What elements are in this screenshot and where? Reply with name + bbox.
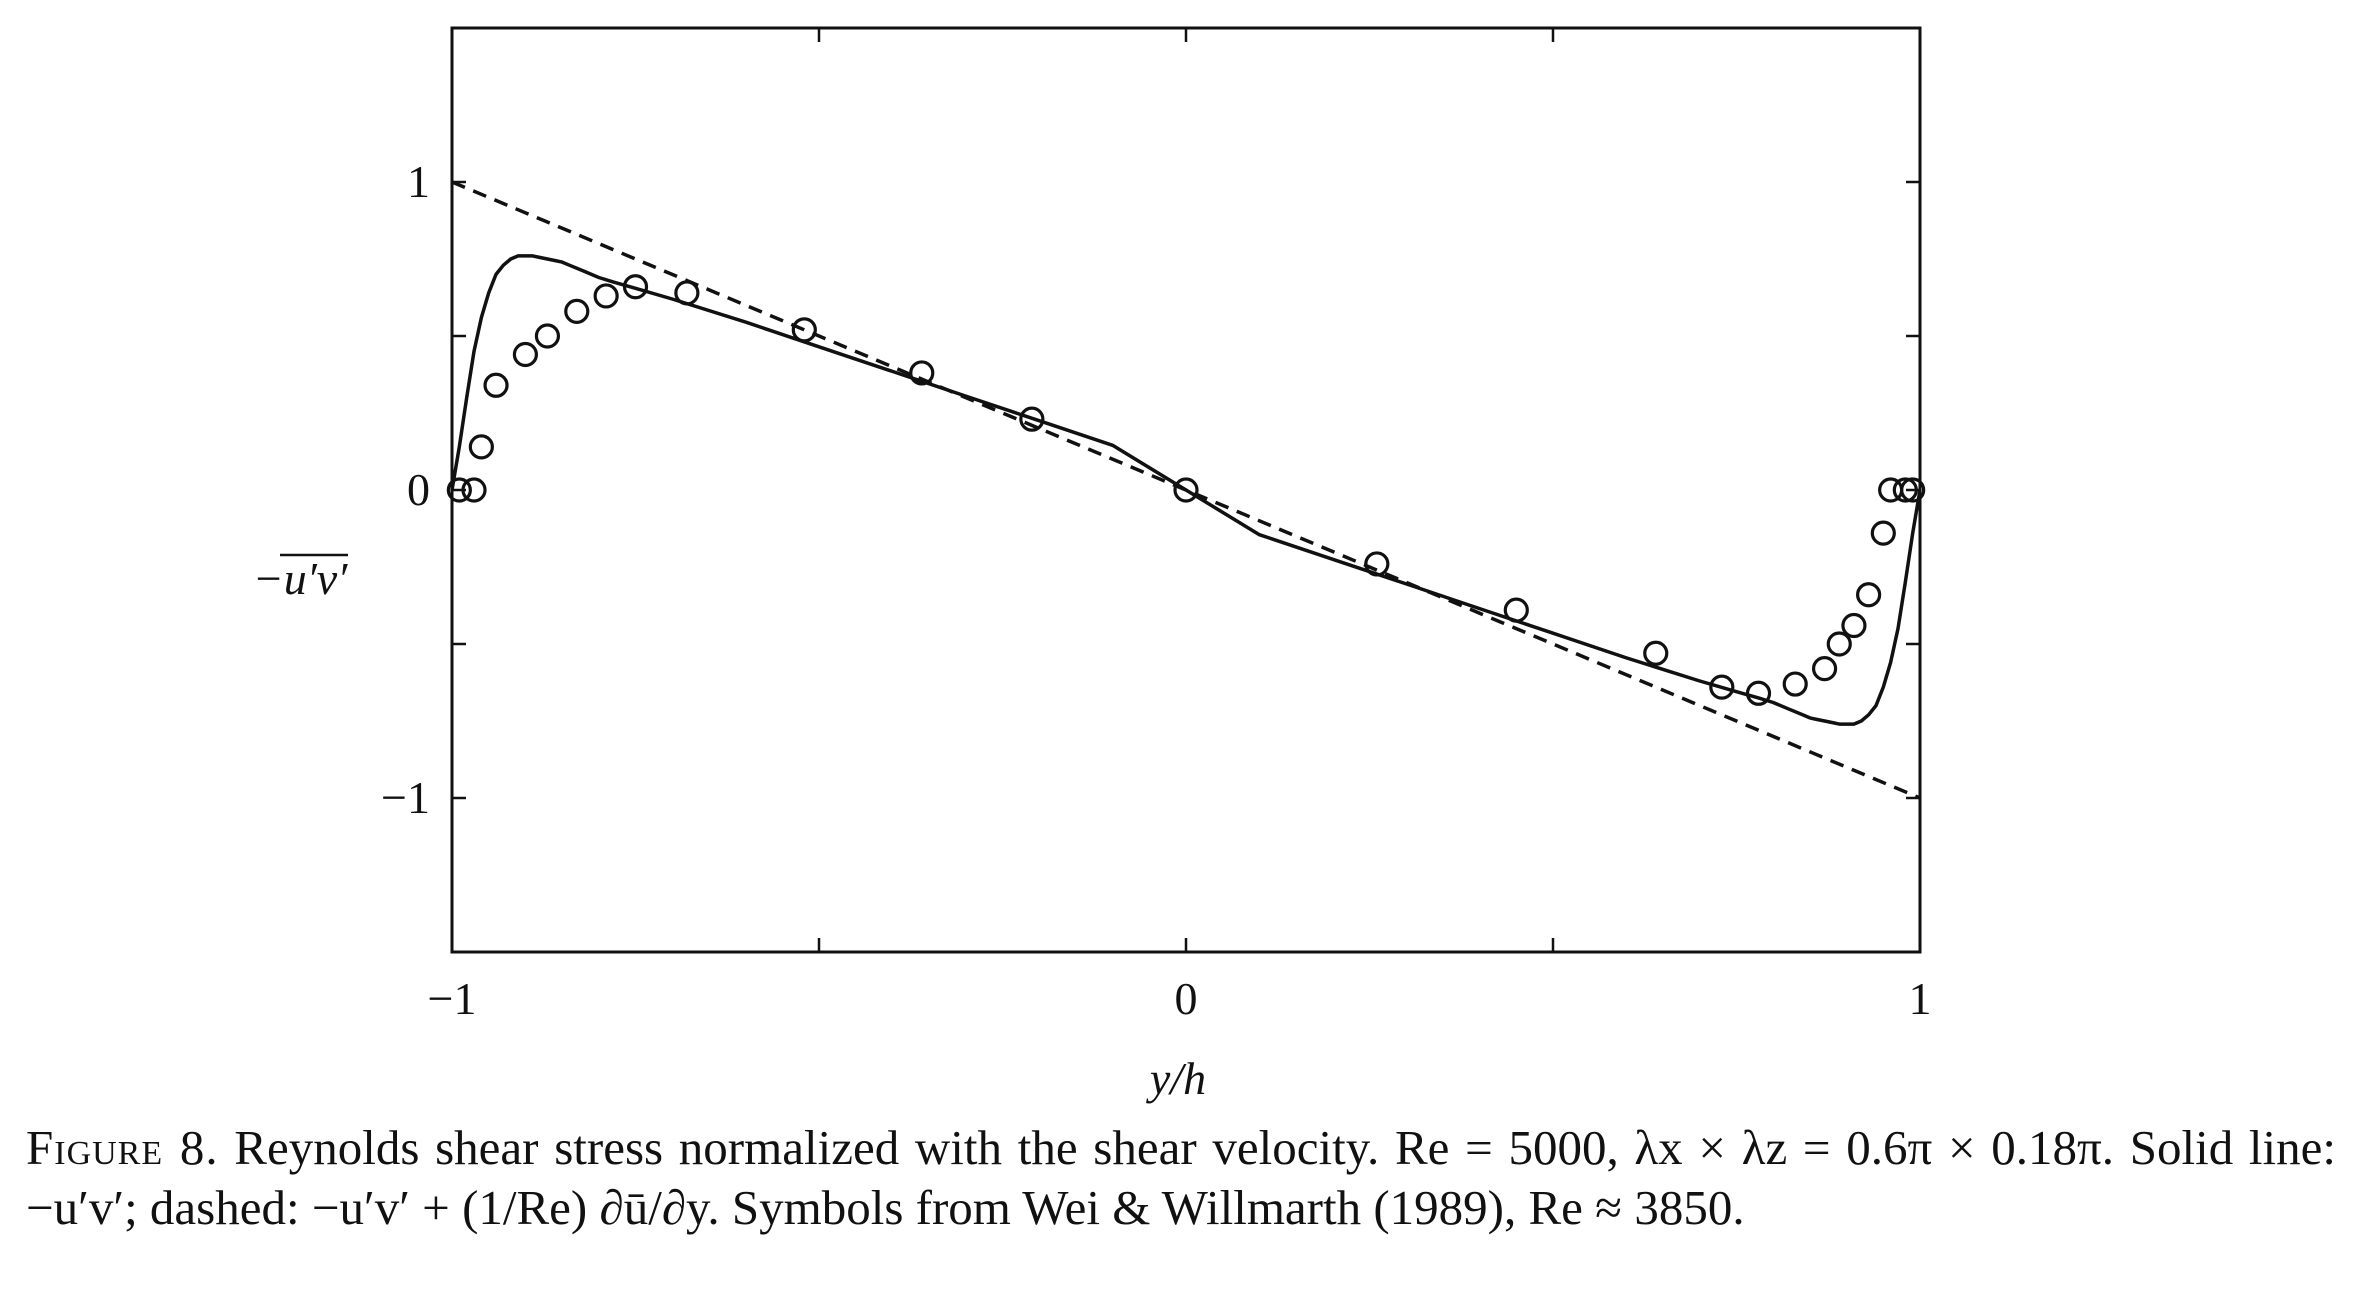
solid-series-line (450, 254, 1922, 726)
data-point-marker (1745, 680, 1772, 706)
caption-label: Figure 8. (26, 1120, 219, 1175)
data-point-marker (461, 477, 487, 503)
data-point-marker (564, 298, 590, 324)
data-point-marker (1841, 612, 1867, 639)
data-point-marker (1856, 582, 1882, 608)
data-point-marker (1782, 671, 1808, 697)
x-tick-label: 0 (1175, 973, 1198, 1024)
data-point-marker (483, 372, 509, 398)
y-axis-label: −u′v′ (253, 553, 349, 604)
x-tick-label: −1 (428, 973, 477, 1024)
data-point-marker (1364, 551, 1390, 577)
data-point-marker (909, 360, 935, 386)
data-point-marker (1019, 406, 1045, 432)
dashed-series-line (451, 180, 1921, 800)
y-tick-label: 0 (407, 464, 430, 515)
data-point-marker (1900, 477, 1926, 503)
data-point-marker (674, 280, 700, 306)
series-layer (446, 180, 1926, 800)
axis-ticks: −1 0 1 −1 0 1 (381, 28, 1932, 1024)
data-point-marker (534, 323, 561, 349)
y-tick-label: 1 (407, 156, 430, 207)
y-tick-label: −1 (381, 772, 430, 823)
data-point-marker (1892, 477, 1918, 503)
data-point-marker (1870, 520, 1896, 546)
data-point-marker (791, 317, 817, 343)
data-point-marker (1643, 640, 1669, 666)
data-point-marker (1173, 477, 1199, 503)
data-point-marker (1826, 631, 1852, 657)
data-point-marker (1709, 674, 1735, 700)
data-point-marker (446, 477, 472, 503)
x-axis-label: y/h (1146, 1053, 1206, 1104)
data-point-marker (1811, 656, 1838, 682)
figure-caption: Figure 8. Reynolds shear stress normaliz… (26, 1118, 2336, 1238)
caption-text: Reynolds shear stress normalized with th… (26, 1120, 2349, 1235)
data-point-marker (512, 341, 539, 368)
x-tick-label: 1 (1909, 973, 1932, 1024)
data-point-marker (593, 283, 619, 309)
data-point-marker (1503, 597, 1529, 623)
data-point-marker (622, 274, 649, 300)
data-point-marker (468, 434, 494, 460)
